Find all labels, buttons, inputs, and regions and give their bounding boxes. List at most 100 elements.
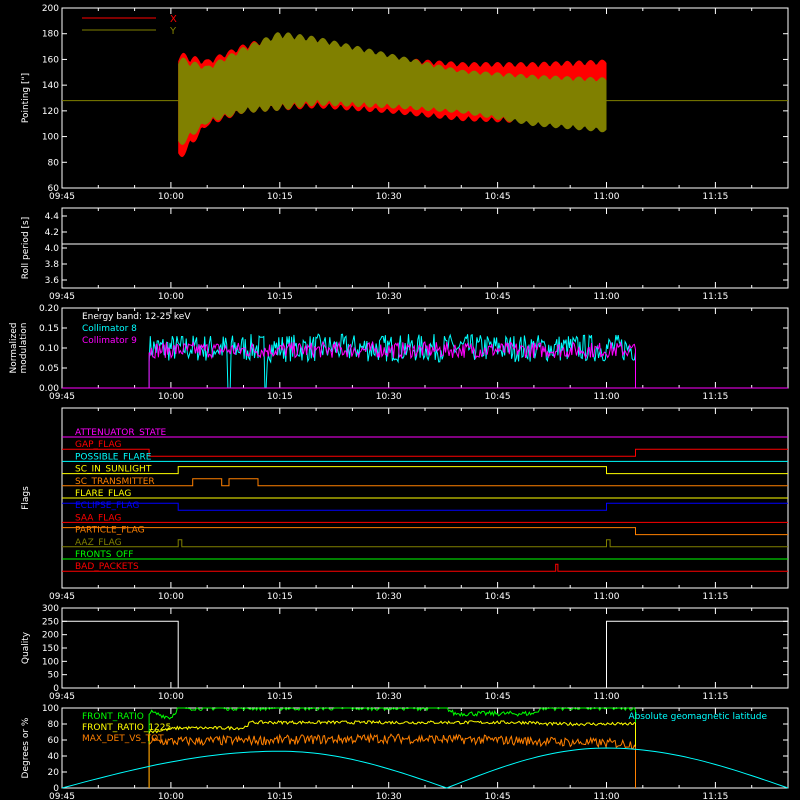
panel-0: 09:45 10:00 10:15 10:30 10:45 11:00 11:15 60 80 1… <box>21 4 789 202</box>
panel-3: 09:45 10:00 10:15 10:30 10:45 11:00 11:15 Flags… <box>21 407 789 602</box>
y-axis-label: Pointing ["] <box>21 73 31 123</box>
quality-line <box>62 620 788 689</box>
x-tick-label: 10:30 <box>376 392 402 402</box>
y-tick-label: 100 <box>42 657 59 667</box>
y-tick-label: 0 <box>53 684 59 694</box>
y-axis-label: Roll period [s] <box>21 217 31 279</box>
legend-collimator-8: Collimator 8 <box>82 324 137 334</box>
y-tick-label: 160 <box>42 55 59 65</box>
legend-front-ratio: FRONT_RATIO <box>82 712 144 722</box>
y-axis-label: Degrees or % <box>21 717 31 778</box>
x-tick-label: 10:15 <box>267 792 293 800</box>
panel-1: 09:45 10:00 10:15 10:30 10:45 11:00 11:15 3.6 3.… <box>21 207 789 302</box>
flag-line-particle-flag <box>62 527 788 536</box>
y-tick-label: 0.15 <box>39 324 59 334</box>
x-tick-label: 09:45 <box>49 592 75 602</box>
x-tick-label: 09:45 <box>49 292 75 302</box>
y-tick-label: 150 <box>42 644 59 654</box>
y-axis-label: Normalized <box>9 322 19 373</box>
x-tick-label: 11:15 <box>702 792 728 800</box>
x-tick-label: 10:45 <box>485 192 511 202</box>
x-tick-label: 10:15 <box>267 192 293 202</box>
x-tick-label: 11:00 <box>594 592 620 602</box>
flag-line-sc-transmitter <box>62 478 788 487</box>
y-tick-label: 3.6 <box>45 276 60 286</box>
x-tick-label: 11:15 <box>702 292 728 302</box>
flag-label-sc-in-sunlight: SC_IN_SUNLIGHT <box>75 465 152 475</box>
flag-line-sc-in-sunlight <box>62 466 788 475</box>
legend-label-y: Y <box>169 26 177 37</box>
y-tick-label: 0.05 <box>39 364 59 374</box>
x-tick-label: 10:15 <box>267 292 293 302</box>
y-tick-label: 3.8 <box>45 260 60 270</box>
panel-2: 09:45 10:00 10:15 10:30 10:45 11:00 11:15 0.00 0… <box>9 304 789 402</box>
x-tick-label: 10:15 <box>267 592 293 602</box>
legend-collimator-9: Collimator 9 <box>82 336 137 346</box>
x-tick-label: 10:30 <box>376 792 402 800</box>
y-tick-label: 250 <box>42 617 59 627</box>
x-tick-label: 09:45 <box>49 692 75 702</box>
x-tick-label: 11:00 <box>594 192 620 202</box>
y-tick-label: 60 <box>48 736 60 746</box>
y-tick-label: 20 <box>48 768 60 778</box>
x-tick-label: 11:15 <box>702 192 728 202</box>
y-tick-label: 40 <box>48 752 60 762</box>
x-tick-label: 11:00 <box>594 392 620 402</box>
y-tick-label: 100 <box>42 133 59 143</box>
y-tick-label: 180 <box>42 30 59 40</box>
panel-4: 09:45 10:00 10:15 10:30 10:45 11:00 11:15 0 50 10… <box>21 604 789 702</box>
x-tick-label: 10:00 <box>158 792 184 800</box>
x-tick-label: 10:45 <box>485 792 511 800</box>
series-front-ratio-1225 <box>148 719 636 788</box>
y-tick-label: 0.20 <box>39 304 59 314</box>
x-tick-label: 10:45 <box>485 592 511 602</box>
x-tick-label: 10:00 <box>158 592 184 602</box>
x-tick-label: 11:00 <box>594 792 620 800</box>
flag-label-sc-transmitter: SC_TRANSMITTER <box>75 477 155 487</box>
x-tick-label: 10:00 <box>158 692 184 702</box>
x-tick-label: 10:45 <box>485 292 511 302</box>
series-front-ratio <box>148 706 636 788</box>
flag-label-bad-packets: BAD_PACKETS <box>75 562 139 572</box>
x-tick-label: 10:30 <box>376 192 402 202</box>
y-tick-label: 200 <box>42 4 59 14</box>
x-tick-label: 10:30 <box>376 592 402 602</box>
y-tick-label: 0 <box>53 784 59 794</box>
panel-5: 09:45 10:00 10:15 10:30 10:45 11:00 11:15 0 20 40… <box>21 704 789 800</box>
flag-line-bad-packets <box>62 563 788 572</box>
x-tick-label: 10:30 <box>376 692 402 702</box>
flag-line-aaz-flag <box>62 539 788 548</box>
legend-geomagnetic-latitude: Absolute geomagnetic latitude <box>628 712 767 722</box>
y-tick-label: 80 <box>48 158 60 168</box>
x-tick-label: 10:00 <box>158 392 184 402</box>
y-tick-label: 0.10 <box>39 344 59 354</box>
flag-label-possible-flare: POSSIBLE_FLARE <box>75 452 152 462</box>
legend-max-det-vs-tot: MAX_DET_VS_TOT <box>82 734 164 744</box>
x-tick-label: 11:00 <box>594 292 620 302</box>
flag-label-eclipse-flag: ECLIPSE_FLAG <box>75 501 139 511</box>
x-tick-label: 10:00 <box>158 292 184 302</box>
flag-label-aaz-flag: AAZ_FLAG <box>75 538 122 548</box>
series-absolute-geomagnetic-latitude <box>61 747 789 789</box>
flag-line-eclipse-flag <box>62 502 788 511</box>
x-tick-label: 10:45 <box>485 392 511 402</box>
y-tick-label: 100 <box>42 704 59 714</box>
y-axis-label: Quality <box>21 631 31 664</box>
y-tick-label: 140 <box>42 81 59 91</box>
y-tick-label: 4.2 <box>45 228 59 238</box>
y-tick-label: 4.0 <box>45 244 60 254</box>
pointing-band-y <box>178 32 607 145</box>
flag-line-gap-flag <box>62 448 788 457</box>
x-tick-label: 09:45 <box>49 392 75 402</box>
y-tick-label: 300 <box>42 604 59 614</box>
x-tick-label: 09:45 <box>49 192 75 202</box>
y-tick-label: 60 <box>48 184 60 194</box>
x-tick-label: 10:30 <box>376 292 402 302</box>
x-tick-label: 09:45 <box>49 792 75 800</box>
x-tick-label: 11:15 <box>702 592 728 602</box>
y-axis-label: modulation <box>19 323 29 374</box>
flag-label-particle-flag: PARTICLE_FLAG <box>75 526 145 536</box>
x-tick-label: 10:15 <box>267 392 293 402</box>
